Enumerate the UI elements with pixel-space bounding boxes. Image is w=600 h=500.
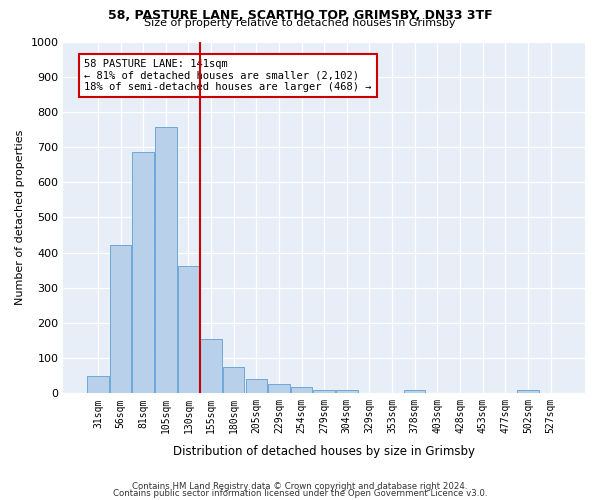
X-axis label: Distribution of detached houses by size in Grimsby: Distribution of detached houses by size … xyxy=(173,444,475,458)
Y-axis label: Number of detached properties: Number of detached properties xyxy=(15,130,25,305)
Bar xyxy=(404,390,425,394)
Bar xyxy=(268,384,290,394)
Bar xyxy=(133,152,154,394)
Bar xyxy=(87,376,109,394)
Bar xyxy=(245,379,267,394)
Bar xyxy=(110,245,131,394)
Bar xyxy=(291,387,313,394)
Text: 58 PASTURE LANE: 141sqm
← 81% of detached houses are smaller (2,102)
18% of semi: 58 PASTURE LANE: 141sqm ← 81% of detache… xyxy=(84,59,372,92)
Bar xyxy=(223,367,244,394)
Text: Contains public sector information licensed under the Open Government Licence v3: Contains public sector information licen… xyxy=(113,489,487,498)
Bar xyxy=(178,266,199,394)
Bar xyxy=(200,340,222,394)
Text: 58, PASTURE LANE, SCARTHO TOP, GRIMSBY, DN33 3TF: 58, PASTURE LANE, SCARTHO TOP, GRIMSBY, … xyxy=(107,9,493,22)
Bar xyxy=(517,390,539,394)
Text: Size of property relative to detached houses in Grimsby: Size of property relative to detached ho… xyxy=(144,18,456,28)
Bar xyxy=(155,127,176,394)
Bar xyxy=(313,390,335,394)
Text: Contains HM Land Registry data © Crown copyright and database right 2024.: Contains HM Land Registry data © Crown c… xyxy=(132,482,468,491)
Bar xyxy=(336,390,358,394)
